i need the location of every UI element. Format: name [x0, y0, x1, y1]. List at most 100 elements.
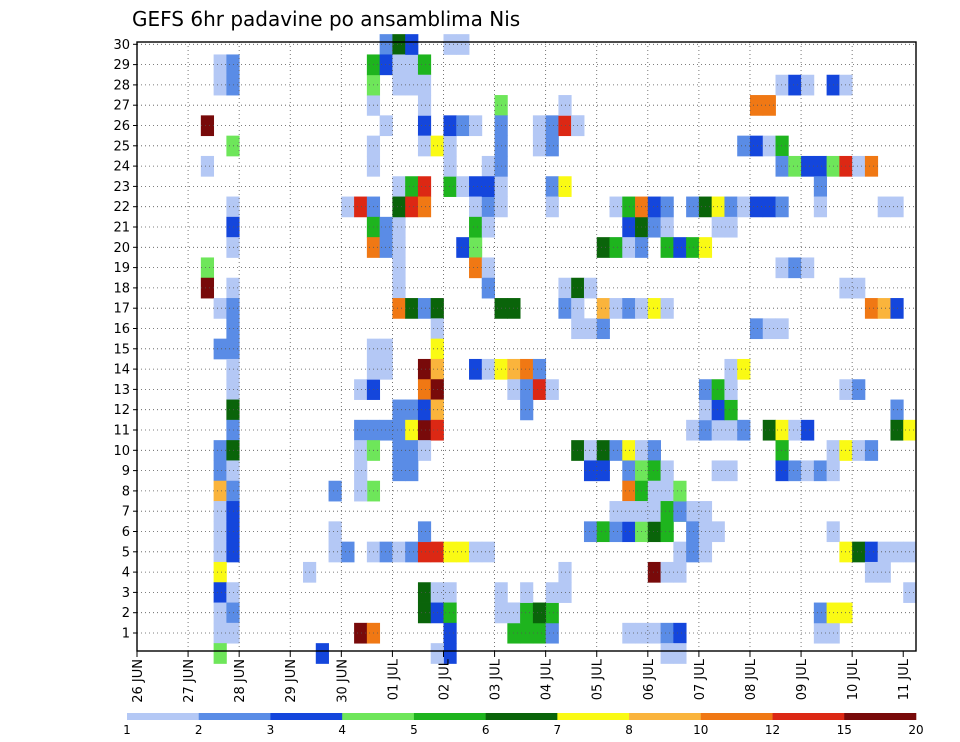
heatmap-cell	[724, 399, 738, 421]
heatmap-cell	[801, 155, 815, 177]
heatmap-cell	[405, 176, 419, 197]
heatmap-cell	[545, 379, 559, 400]
heatmap-cell	[686, 521, 700, 543]
heatmap-cell	[226, 196, 240, 218]
heatmap-cell	[545, 582, 559, 603]
legend-label: 7	[554, 723, 562, 737]
heatmap-cell	[392, 74, 406, 96]
heatmap-cell	[545, 622, 559, 644]
heatmap-cell	[417, 419, 432, 441]
heatmap-cell	[622, 237, 636, 258]
y-tick-label: 19	[113, 261, 130, 276]
heatmap-cell	[200, 155, 215, 177]
legend-label: 15	[837, 723, 852, 737]
heatmap-cell	[456, 541, 470, 563]
heatmap-cell	[724, 358, 738, 380]
heatmap-cell	[328, 541, 342, 563]
legend-swatch	[198, 713, 271, 720]
heatmap-cell	[749, 196, 764, 218]
heatmap-cell	[647, 298, 661, 319]
heatmap-cell	[520, 582, 534, 603]
y-tick-label: 25	[113, 139, 130, 154]
heatmap-cell	[660, 501, 674, 522]
heatmap-cell	[379, 115, 393, 137]
heatmap-cell	[328, 480, 342, 502]
heatmap-cell	[417, 582, 432, 603]
y-tick-label: 13	[113, 383, 130, 398]
heatmap-cell	[852, 379, 866, 400]
x-tick-label: 03 JUL	[489, 658, 504, 700]
y-tick-label: 7	[122, 505, 130, 520]
y-tick-label: 23	[113, 180, 130, 195]
heatmap-cell	[813, 155, 828, 177]
heatmap-cell	[226, 521, 240, 543]
heatmap-cell	[660, 196, 674, 218]
heatmap-cell	[417, 602, 432, 624]
heatmap-cell	[622, 216, 636, 238]
heatmap-cell	[392, 440, 406, 461]
legend-label: 2	[195, 723, 203, 737]
heatmap-cell	[686, 196, 700, 218]
x-tick-label: 27 JUN	[182, 659, 197, 703]
heatmap-cell	[354, 622, 368, 644]
legend-swatch	[413, 713, 486, 720]
heatmap-cell	[622, 501, 636, 522]
heatmap-cell	[200, 115, 215, 137]
heatmap-cell	[724, 419, 738, 441]
heatmap-cell	[392, 277, 406, 299]
heatmap-cell	[813, 176, 828, 197]
heatmap-cell	[852, 440, 866, 461]
heatmap-cell	[213, 602, 227, 624]
heatmap-cell	[379, 338, 393, 360]
heatmap-cell	[405, 541, 419, 563]
heatmap-cell	[711, 399, 725, 421]
heatmap-cell	[801, 419, 815, 441]
heatmap-cell	[749, 135, 764, 157]
heatmap-cells	[200, 34, 917, 664]
chart-title: GEFS 6hr padavine po ansamblima Nis	[132, 7, 520, 31]
heatmap-cell	[775, 135, 789, 157]
heatmap-cell	[354, 480, 368, 502]
heatmap-cell	[775, 440, 789, 461]
heatmap-cell	[392, 419, 406, 441]
heatmap-cell	[609, 237, 623, 258]
heatmap-cell	[417, 358, 432, 380]
y-axis: 1234567891011121314151617181920212223242…	[113, 38, 137, 642]
heatmap-cell	[226, 419, 240, 441]
heatmap-cell	[864, 541, 879, 563]
heatmap-cell	[596, 521, 610, 543]
y-tick-label: 3	[122, 586, 130, 601]
heatmap-cell	[545, 602, 559, 624]
heatmap-cell	[520, 358, 534, 380]
heatmap-cell	[545, 176, 559, 197]
heatmap-cell	[737, 196, 751, 218]
heatmap-cell	[417, 399, 432, 421]
heatmap-cell	[417, 74, 432, 96]
heatmap-cell	[660, 298, 674, 319]
heatmap-cell	[417, 196, 432, 218]
heatmap-cell	[417, 135, 432, 157]
heatmap-cell	[481, 176, 495, 197]
heatmap-cell	[226, 277, 240, 299]
heatmap-cell	[226, 602, 240, 624]
heatmap-cell	[481, 358, 495, 380]
heatmap-cell	[520, 622, 534, 644]
y-tick-label: 24	[113, 160, 130, 175]
heatmap-cell	[877, 541, 891, 563]
heatmap-cell	[213, 54, 227, 76]
x-tick-label: 05 JUL	[591, 658, 606, 700]
y-tick-label: 17	[113, 302, 130, 317]
heatmap-cell	[417, 95, 432, 116]
heatmap-cell	[456, 34, 470, 55]
heatmap-cell	[443, 155, 457, 177]
heatmap-cell	[596, 440, 610, 461]
heatmap-cell	[532, 115, 547, 137]
heatmap-cell	[379, 358, 393, 380]
x-tick-label: 30 JUN	[335, 659, 350, 703]
heatmap-cell	[469, 216, 483, 238]
heatmap-cell	[469, 196, 483, 218]
x-tick-label: 01 JUL	[386, 658, 401, 700]
y-tick-label: 29	[113, 58, 130, 73]
heatmap-cell	[813, 196, 828, 218]
